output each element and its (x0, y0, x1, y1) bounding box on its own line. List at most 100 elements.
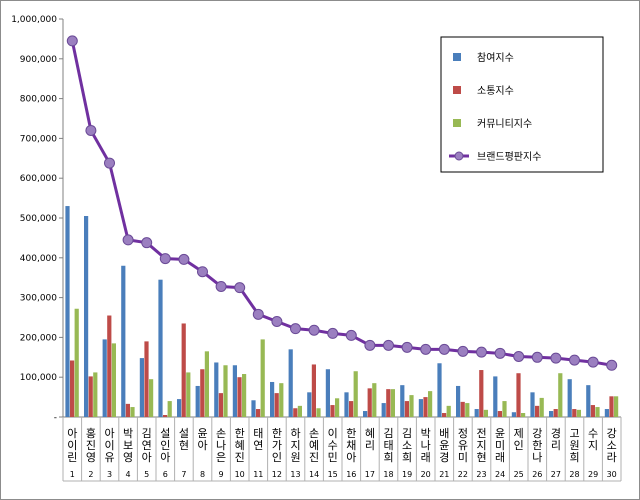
bar (344, 392, 349, 417)
x-category-label: 손 (309, 427, 319, 440)
x-rank-label: 15 (328, 470, 338, 479)
line-point (215, 280, 227, 292)
x-category-label: 래 (495, 451, 505, 464)
x-rank-label: 13 (290, 470, 300, 479)
bar (177, 399, 182, 417)
line-point (420, 343, 432, 355)
y-axis: - 100,000 200,000 300,000 400,000 500,000 600,… (11, 15, 64, 423)
x-category-label: 진 (309, 451, 319, 464)
bar (121, 265, 126, 417)
bar (497, 411, 502, 417)
bar (553, 409, 558, 417)
x-rank-label: 20 (421, 470, 431, 479)
line-point (383, 339, 394, 351)
x-rank-label: 18 (383, 470, 393, 479)
line-point (345, 329, 357, 341)
bar (609, 396, 614, 417)
x-rank-label: 4 (126, 470, 131, 479)
x-category-label: 하 (290, 426, 300, 440)
x-category-label: 정 (458, 427, 468, 440)
bar (367, 388, 372, 417)
y-tick-label: 900,000 (20, 55, 57, 65)
bar (516, 373, 521, 417)
bar (279, 383, 284, 417)
bar (372, 383, 377, 417)
bar (549, 411, 554, 417)
bar (200, 369, 205, 417)
bar (325, 369, 330, 417)
x-rank-label: 19 (402, 470, 412, 479)
bar (423, 397, 428, 417)
y-tick-label: 800,000 (20, 95, 57, 105)
x-rank-label: 12 (272, 470, 282, 479)
bar (483, 409, 488, 417)
line-point (476, 346, 487, 358)
bar (107, 315, 112, 417)
x-category-label: 아 (160, 451, 170, 464)
x-rank-label: 1 (70, 470, 75, 479)
x-category-label: 한 (272, 427, 282, 440)
bar (204, 351, 209, 417)
bar (511, 412, 516, 417)
x-category-label: 아 (197, 439, 207, 452)
bar (400, 385, 405, 417)
bar (70, 360, 75, 417)
bar (595, 407, 600, 417)
bar (558, 373, 563, 417)
bar (149, 379, 154, 417)
x-category-label: 예 (309, 439, 319, 452)
bar (386, 389, 391, 417)
line-point (587, 356, 599, 368)
line-point (401, 341, 413, 353)
x-category-label: 현 (476, 451, 486, 464)
y-tick-label: - (54, 413, 57, 423)
x-category-label: 린 (67, 451, 77, 464)
legend-swatch (453, 119, 461, 127)
legend-swatch (453, 86, 461, 94)
x-category-label: 박 (421, 427, 431, 440)
bar (349, 401, 354, 417)
bar (163, 415, 168, 417)
line-point (438, 343, 450, 355)
bar (442, 413, 447, 417)
bar (223, 365, 228, 417)
x-category-label: 태 (253, 427, 263, 440)
bar (186, 372, 191, 417)
x-category-label: 경 (439, 451, 449, 464)
x-rank-label: 6 (163, 470, 168, 479)
bar (293, 408, 298, 417)
x-category-label: 나 (421, 439, 431, 452)
bar (330, 405, 335, 417)
x-category-label: 민 (328, 451, 338, 464)
bar (242, 374, 247, 417)
legend-label: 소통지수 (477, 85, 514, 97)
bar (460, 401, 465, 417)
bar (251, 400, 256, 417)
bar (88, 376, 93, 417)
y-tick-label: 600,000 (20, 174, 57, 184)
x-category-label: 가 (272, 439, 282, 452)
y-tick-label: 500,000 (20, 214, 57, 224)
x-rank-label: 2 (88, 470, 93, 479)
y-tick-label: 400,000 (20, 254, 57, 264)
bar (353, 371, 358, 417)
bar (479, 370, 484, 417)
x-category-label: 윤 (197, 427, 207, 440)
x-rank-label: 21 (439, 470, 449, 479)
x-category-label: 수 (328, 439, 338, 452)
y-tick-label: 200,000 (20, 333, 57, 343)
bar (604, 409, 609, 417)
x-category-label: 미 (458, 451, 468, 464)
bar (274, 393, 279, 417)
bar (125, 403, 130, 417)
line-point (234, 282, 246, 294)
bar (139, 358, 144, 417)
x-rank-label: 28 (569, 470, 579, 479)
bar (316, 408, 321, 417)
x-category-label: 영 (86, 451, 96, 464)
line-point (141, 237, 153, 249)
x-rank-label: 24 (495, 470, 505, 479)
x-rank-label: 25 (514, 470, 524, 479)
